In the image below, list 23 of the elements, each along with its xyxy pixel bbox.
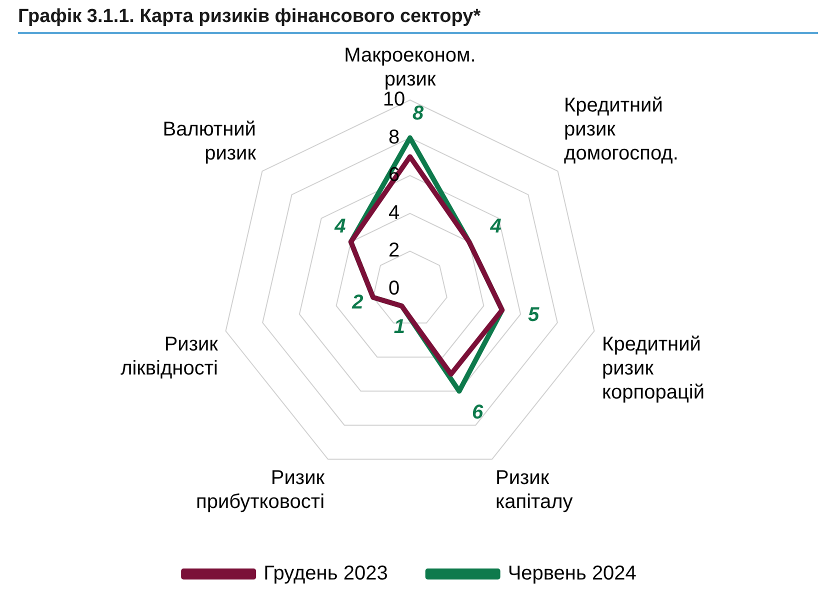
y-tick-label: 8 <box>388 126 400 148</box>
spoke-label: Кредитний ризик домогоспод. <box>564 94 678 165</box>
spoke-label: Ризик капіталу <box>495 467 573 514</box>
chart-title: Графік 3.1.1. Карта ризиків фінансового сектору* <box>18 6 818 34</box>
y-tick-label: 2 <box>388 240 400 262</box>
data-label: 2 <box>351 291 364 314</box>
y-tick-label: 10 <box>382 88 406 111</box>
data-label: 4 <box>334 215 346 238</box>
data-label: 6 <box>472 401 484 424</box>
spoke-label: Макроеконом. ризик <box>344 44 476 91</box>
y-tick-label: 0 <box>388 278 400 300</box>
data-label: 1 <box>394 316 405 338</box>
legend-label: Червень 2024 <box>508 562 636 585</box>
y-tick-label: 6 <box>388 164 400 186</box>
data-label: 8 <box>412 102 424 124</box>
legend-label: Грудень 2023 <box>264 562 388 585</box>
y-tick-label: 4 <box>388 202 400 224</box>
data-label: 4 <box>489 215 502 238</box>
spoke-label: Ризик ліквідності <box>120 333 218 380</box>
spoke-label: Ризик прибутковості <box>196 467 325 514</box>
data-label: 5 <box>528 304 540 326</box>
spoke-label: Валютний ризик <box>162 118 256 165</box>
spoke-label: Кредитний ризик корпорацій <box>602 333 705 404</box>
